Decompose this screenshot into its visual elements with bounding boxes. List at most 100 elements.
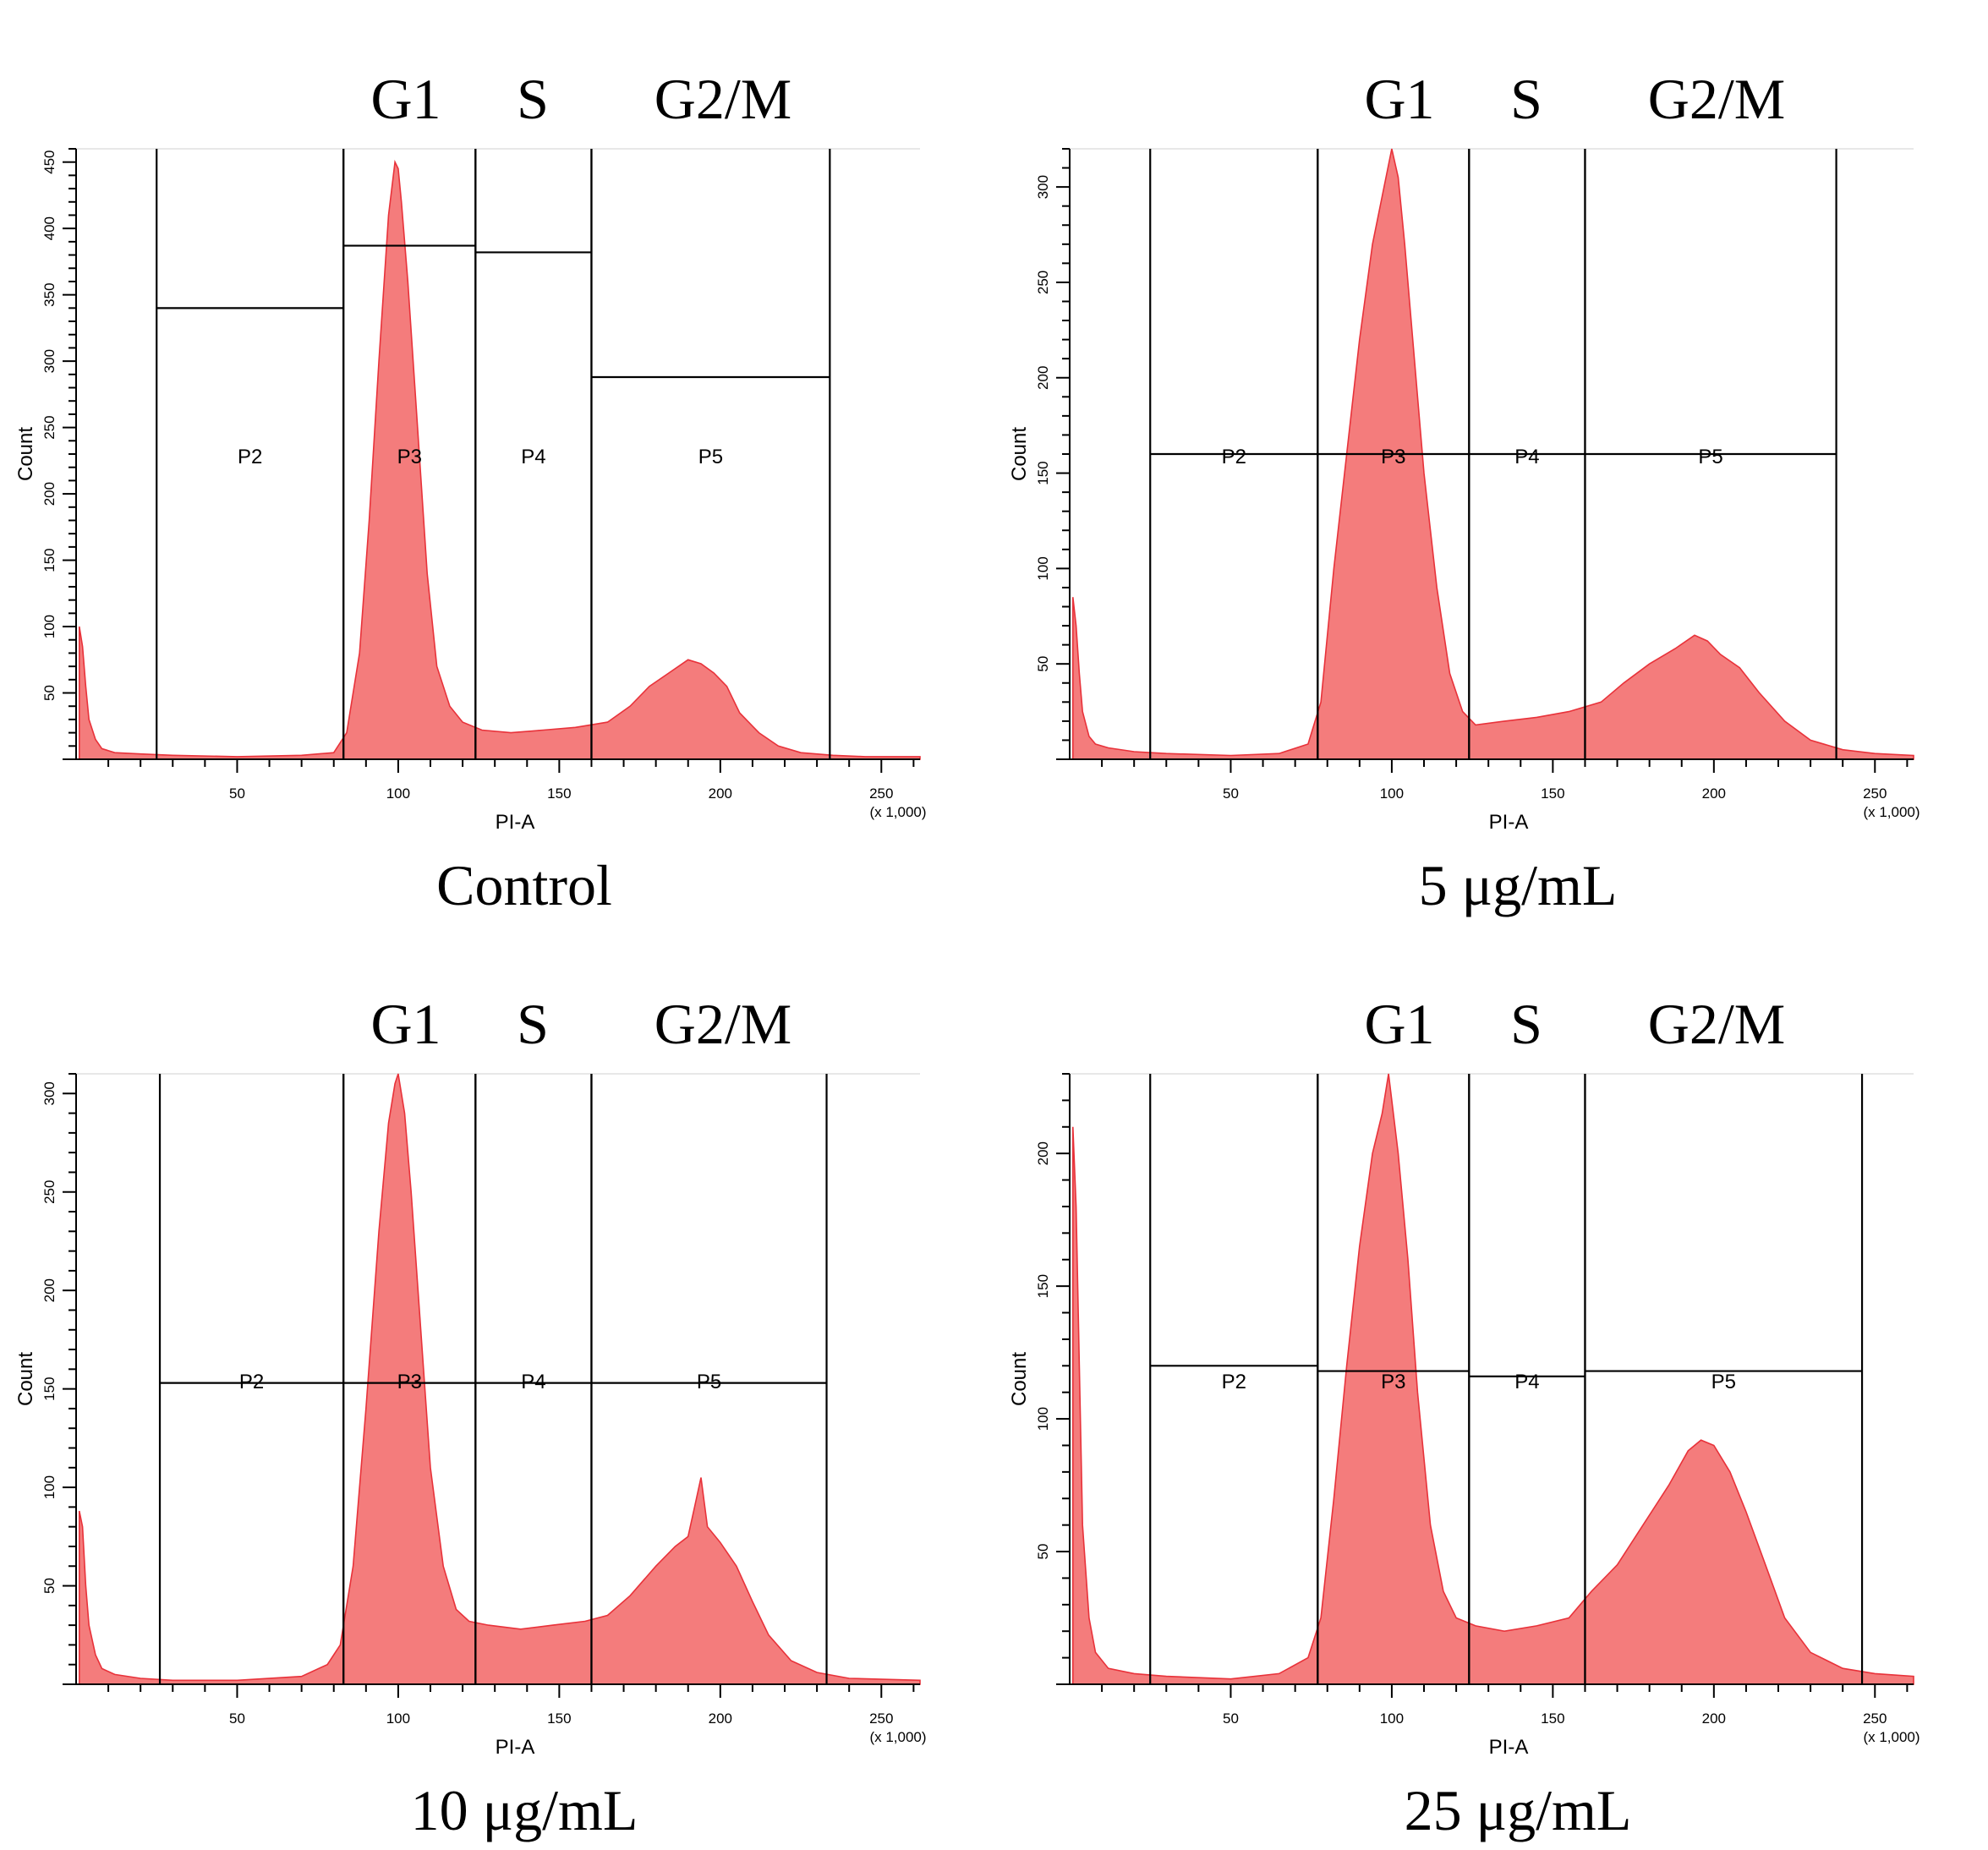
y-tick-label-300: 300 — [41, 349, 58, 373]
y-axis-title: Count — [1008, 427, 1031, 481]
x-tick-label-50: 50 — [1223, 1710, 1239, 1727]
y-tick-label-150: 150 — [1035, 461, 1051, 484]
histogram-chart: G1 S G2/M P2 P3 P4 P5 50 100 150 200 250 (x 1,000) PI… — [1008, 67, 1920, 917]
x-tick-label-150: 150 — [1541, 785, 1564, 802]
y-tick-label-50: 50 — [41, 1578, 58, 1594]
y-tick-label-100: 100 — [1035, 556, 1051, 580]
histogram-area — [1072, 1073, 1914, 1685]
phase-label-g1: G1 — [370, 992, 441, 1056]
y-tick-label-100: 100 — [41, 1475, 58, 1499]
gate-label-p3: P3 — [397, 1371, 422, 1393]
y-tick-label-200: 200 — [1035, 1141, 1051, 1165]
panel-caption: 10 μg/mL — [411, 1778, 638, 1842]
gate-label-p4: P4 — [1514, 1371, 1539, 1393]
histogram-chart: G1 S G2/M P2 P3 P4 P5 50 100 150 200 250 (x 1,000) PI… — [1008, 992, 1920, 1842]
y-tick-label-450: 450 — [41, 151, 58, 174]
gate-label-p2: P2 — [238, 446, 262, 468]
x-unit-note: (x 1,000) — [1863, 804, 1920, 820]
x-tick-label-150: 150 — [547, 1710, 571, 1727]
x-axis-title: PI-A — [1489, 1736, 1529, 1759]
gate-label-p4: P4 — [521, 446, 545, 468]
x-tick-label-100: 100 — [1380, 785, 1404, 802]
y-tick-label-250: 250 — [41, 1180, 58, 1204]
y-tick-label-50: 50 — [41, 685, 58, 701]
gate-label-p3: P3 — [397, 446, 422, 468]
gate-label-p5: P5 — [1711, 1371, 1736, 1393]
histogram-chart: G1 S G2/M P2 P3 P4 P5 50 100 150 200 250 (x 1,000) PI… — [14, 67, 927, 917]
x-tick-label-250: 250 — [1863, 785, 1887, 802]
y-tick-label-300: 300 — [1035, 175, 1051, 199]
gate-label-p2: P2 — [1222, 446, 1246, 468]
phase-label-g2-m: G2/M — [1648, 67, 1785, 131]
y-tick-label-150: 150 — [1035, 1274, 1051, 1298]
gate-label-p3: P3 — [1381, 1371, 1405, 1393]
histogram-area — [79, 1073, 921, 1685]
phase-label-g1: G1 — [1364, 67, 1434, 131]
panel-25-ug-ml: G1 S G2/M P2 P3 P4 P5 50 100 150 200 250 (x 1,000) PI… — [994, 925, 1987, 1850]
x-unit-note: (x 1,000) — [869, 1729, 926, 1745]
phase-label-g2-m: G2/M — [654, 67, 791, 131]
panel-10-ug-ml: G1 S G2/M P2 P3 P4 P5 50 100 150 200 250 (x 1,000) PI… — [0, 925, 994, 1850]
x-tick-label-250: 250 — [869, 1710, 893, 1727]
y-tick-label-150: 150 — [41, 548, 58, 572]
phase-label-g1: G1 — [370, 67, 441, 131]
x-tick-label-50: 50 — [229, 785, 245, 802]
y-tick-label-50: 50 — [1035, 656, 1051, 672]
y-tick-label-350: 350 — [41, 282, 58, 306]
x-tick-label-200: 200 — [709, 1710, 732, 1727]
x-tick-label-200: 200 — [1702, 785, 1726, 802]
panel-caption: 5 μg/mL — [1419, 853, 1618, 917]
phase-label-s: S — [1510, 992, 1542, 1056]
x-tick-label-100: 100 — [386, 1710, 410, 1727]
x-axis-title: PI-A — [496, 1736, 535, 1759]
x-axis-title: PI-A — [1489, 811, 1529, 834]
histogram-chart: G1 S G2/M P2 P3 P4 P5 50 100 150 200 250 (x 1,000) PI… — [14, 992, 927, 1842]
x-tick-label-150: 150 — [1541, 1710, 1564, 1727]
x-tick-label-150: 150 — [547, 785, 571, 802]
x-tick-label-100: 100 — [386, 785, 410, 802]
y-tick-label-400: 400 — [41, 216, 58, 240]
phase-label-s: S — [1510, 67, 1542, 131]
y-tick-label-200: 200 — [41, 482, 58, 506]
y-tick-label-100: 100 — [1035, 1407, 1051, 1431]
gate-label-p5: P5 — [698, 446, 723, 468]
y-tick-label-100: 100 — [41, 615, 58, 638]
y-tick-label-250: 250 — [41, 415, 58, 439]
gate-label-p4: P4 — [1514, 446, 1539, 468]
y-axis-title: Count — [14, 427, 37, 481]
y-tick-label-200: 200 — [41, 1278, 58, 1302]
x-unit-note: (x 1,000) — [869, 804, 926, 820]
x-unit-note: (x 1,000) — [1863, 1729, 1920, 1745]
gate-label-p2: P2 — [1222, 1371, 1246, 1393]
gate-label-p5: P5 — [697, 1371, 721, 1393]
x-tick-label-250: 250 — [869, 785, 893, 802]
phase-label-g2-m: G2/M — [1648, 992, 1785, 1056]
histogram-area — [1072, 148, 1914, 760]
panel-5-ug-ml: G1 S G2/M P2 P3 P4 P5 50 100 150 200 250 (x 1,000) PI… — [994, 0, 1987, 925]
y-tick-label-200: 200 — [1035, 366, 1051, 390]
x-tick-label-200: 200 — [1702, 1710, 1726, 1727]
panel-caption: 25 μg/mL — [1405, 1778, 1632, 1842]
phase-label-g2-m: G2/M — [654, 992, 791, 1056]
panel-caption: Control — [436, 853, 612, 917]
panel-control: G1 S G2/M P2 P3 P4 P5 50 100 150 200 250 (x 1,000) PI… — [0, 0, 994, 925]
histogram-area — [79, 159, 921, 760]
phase-label-s: S — [517, 67, 549, 131]
x-axis-title: PI-A — [496, 811, 535, 834]
x-tick-label-50: 50 — [229, 1710, 245, 1727]
gate-label-p4: P4 — [521, 1371, 545, 1393]
gate-label-p3: P3 — [1381, 446, 1405, 468]
x-tick-label-200: 200 — [709, 785, 732, 802]
gate-label-p5: P5 — [1698, 446, 1722, 468]
x-tick-label-100: 100 — [1380, 1710, 1404, 1727]
y-tick-label-150: 150 — [41, 1377, 58, 1400]
y-axis-title: Count — [14, 1352, 37, 1406]
x-tick-label-50: 50 — [1223, 785, 1239, 802]
phase-label-s: S — [517, 992, 549, 1056]
x-tick-label-250: 250 — [1863, 1710, 1887, 1727]
y-tick-label-250: 250 — [1035, 271, 1051, 294]
gate-label-p2: P2 — [239, 1371, 264, 1393]
phase-label-g1: G1 — [1364, 992, 1434, 1056]
y-tick-label-50: 50 — [1035, 1544, 1051, 1560]
